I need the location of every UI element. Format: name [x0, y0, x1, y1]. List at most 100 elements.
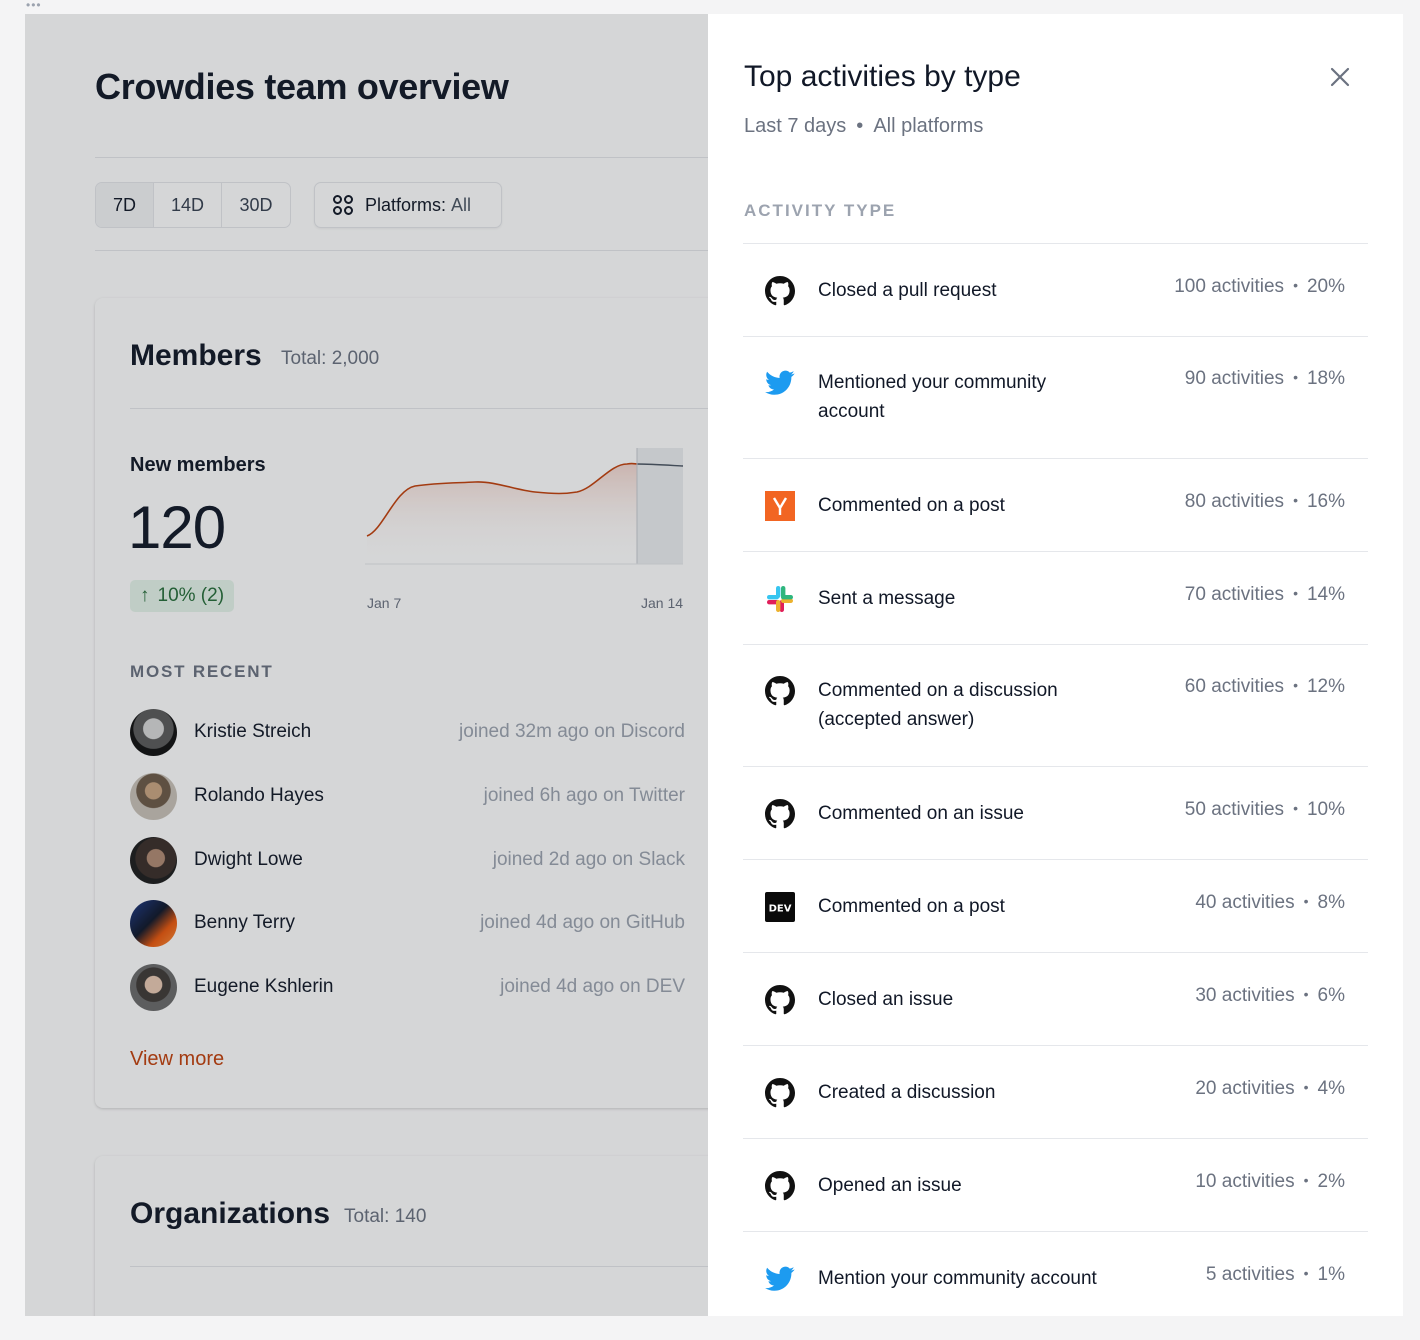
- activity-percent: 6%: [1317, 985, 1345, 1006]
- activity-label: Closed an issue: [818, 989, 954, 1010]
- app-frame: Crowdies team overview 7D 14D 30D Platfo…: [25, 14, 1403, 1316]
- activity-stats: 5 activities • 1%: [1206, 1264, 1345, 1286]
- close-icon[interactable]: [1325, 62, 1355, 92]
- activity-label: Commented on an issue: [818, 803, 1024, 824]
- divider: [95, 157, 725, 158]
- hackernews-icon: [764, 490, 796, 522]
- member-joined: joined 4d ago on DEV: [500, 976, 685, 997]
- activity-row[interactable]: Opened an issue 10 activities • 2%: [743, 1139, 1368, 1232]
- overview-page: Crowdies team overview 7D 14D 30D Platfo…: [25, 14, 775, 1316]
- activity-row[interactable]: Closed a pull request 100 activities • 20%: [743, 244, 1368, 337]
- activity-row[interactable]: Mentioned your community account 90 activ…: [743, 337, 1368, 459]
- avatar: [130, 963, 177, 1011]
- activity-stats: 90 activities • 18%: [1185, 368, 1345, 390]
- separator-dot: •: [1293, 585, 1298, 601]
- sparkline-line-current: [636, 463, 684, 467]
- member-name: Dwight Lowe: [194, 849, 303, 870]
- separator-dot: •: [1293, 492, 1298, 508]
- activity-count: 10 activities: [1195, 1171, 1295, 1192]
- activity-percent: 14%: [1306, 584, 1345, 605]
- member-row[interactable]: Eugene Kshlerin joined 4d ago on DEV: [130, 962, 685, 1012]
- avatar: [130, 899, 177, 947]
- activities-drawer: Top activities by type Last 7 days • All p…: [708, 14, 1403, 1316]
- activity-row[interactable]: DEV Commented on a post 40 activities • 8%: [743, 860, 1368, 953]
- activity-row[interactable]: Commented on an issue 50 activities • 10%: [743, 767, 1368, 860]
- activity-count: 20 activities: [1195, 1078, 1295, 1099]
- activity-count: 80 activities: [1184, 491, 1285, 512]
- separator-dot: •: [1303, 1172, 1309, 1188]
- activity-stats: 50 activities • 10%: [1185, 799, 1345, 821]
- activity-label: Mention your community account: [818, 1268, 1097, 1289]
- member-name: Eugene Kshlerin: [194, 976, 334, 997]
- activity-percent: 16%: [1306, 491, 1345, 512]
- new-members-label: New members: [130, 454, 266, 476]
- divider: [95, 250, 725, 251]
- activity-count: 50 activities: [1184, 799, 1285, 820]
- github-icon: [764, 984, 796, 1016]
- separator-dot: •: [1303, 893, 1309, 909]
- member-row[interactable]: Rolando Hayes joined 6h ago on Twitter: [130, 771, 685, 821]
- divider: [130, 1266, 775, 1267]
- growth-value: 10% (2): [157, 585, 225, 606]
- drawer-title: Top activities by type: [744, 60, 1021, 93]
- separator-dot: •: [1293, 800, 1298, 816]
- chart-tick-start: Jan 7: [367, 595, 402, 611]
- member-joined: joined 4d ago on GitHub: [480, 912, 685, 933]
- activity-percent: 2%: [1317, 1171, 1345, 1192]
- github-icon: [764, 275, 796, 307]
- separator-dot: •: [856, 115, 864, 137]
- activity-label: Commented on a discussion (accepted answ…: [818, 680, 1058, 730]
- date-range-toggle: 7D 14D 30D: [95, 182, 291, 228]
- separator-dot: •: [1293, 369, 1298, 385]
- drawer-subtitle: Last 7 days • All platforms: [744, 115, 983, 138]
- activity-stats: 60 activities • 12%: [1185, 676, 1345, 698]
- view-more-link[interactable]: View more: [130, 1048, 225, 1070]
- activity-percent: 8%: [1317, 892, 1345, 913]
- member-row[interactable]: Kristie Streich joined 32m ago on Discor…: [130, 707, 685, 757]
- organizations-card: Organizations Total: 140: [95, 1156, 775, 1316]
- activity-count: 70 activities: [1184, 584, 1285, 605]
- modal-backdrop[interactable]: [25, 14, 708, 1316]
- organizations-title: Organizations: [130, 1197, 331, 1230]
- member-joined: joined 2d ago on Slack: [492, 849, 685, 870]
- github-icon: [764, 798, 796, 830]
- subtitle-range: Last 7 days: [744, 115, 847, 137]
- activity-stats: 20 activities • 4%: [1195, 1078, 1345, 1100]
- activity-row[interactable]: Created a discussion 20 activities • 4%: [743, 1046, 1368, 1139]
- activity-row[interactable]: Commented on a post 80 activities • 16%: [743, 459, 1368, 552]
- members-card: Members Total: 2,000 New members 120 ↑ 1…: [95, 298, 775, 1108]
- range-7d-button[interactable]: 7D: [96, 183, 154, 227]
- organizations-total: Total: 140: [344, 1206, 427, 1227]
- member-row[interactable]: Dwight Lowe joined 2d ago on Slack: [130, 835, 685, 885]
- member-row[interactable]: Benny Terry joined 4d ago on GitHub: [130, 898, 685, 948]
- arrow-up-icon: ↑: [140, 585, 150, 606]
- separator-dot: •: [1303, 1079, 1309, 1095]
- range-14d-button[interactable]: 14D: [154, 183, 222, 227]
- current-period-band: [637, 448, 683, 564]
- platforms-icon: [333, 195, 353, 215]
- activity-label: Opened an issue: [818, 1175, 962, 1196]
- range-30d-button[interactable]: 30D: [239, 194, 273, 215]
- member-name: Rolando Hayes: [194, 785, 324, 806]
- growth-badge: ↑ 10% (2): [130, 580, 235, 612]
- activity-stats: 30 activities • 6%: [1195, 985, 1345, 1007]
- github-icon: [764, 1077, 796, 1109]
- member-joined: joined 32m ago on Discord: [458, 721, 685, 742]
- activity-percent: 20%: [1306, 276, 1345, 297]
- member-name: Kristie Streich: [194, 721, 312, 742]
- activity-row[interactable]: Mention your community account 5 activiti…: [743, 1232, 1368, 1316]
- member-joined: joined 6h ago on Twitter: [483, 785, 685, 806]
- separator-dot: •: [1293, 277, 1298, 293]
- activity-count: 30 activities: [1195, 985, 1295, 1006]
- activity-row[interactable]: Sent a message 70 activities • 14%: [743, 552, 1368, 645]
- avatar: [130, 836, 177, 884]
- avatar: [130, 772, 177, 820]
- activity-row[interactable]: Closed an issue 30 activities • 6%: [743, 953, 1368, 1046]
- activity-label: Commented on a post: [818, 896, 1005, 917]
- window-handle: •••: [26, 0, 42, 12]
- activity-percent: 10%: [1306, 799, 1345, 820]
- activity-row[interactable]: Commented on a discussion (accepted answ…: [743, 645, 1368, 767]
- new-members-sparkline[interactable]: [365, 448, 689, 588]
- platforms-filter-button[interactable]: Platforms: All: [314, 182, 502, 228]
- github-icon: [764, 1170, 796, 1202]
